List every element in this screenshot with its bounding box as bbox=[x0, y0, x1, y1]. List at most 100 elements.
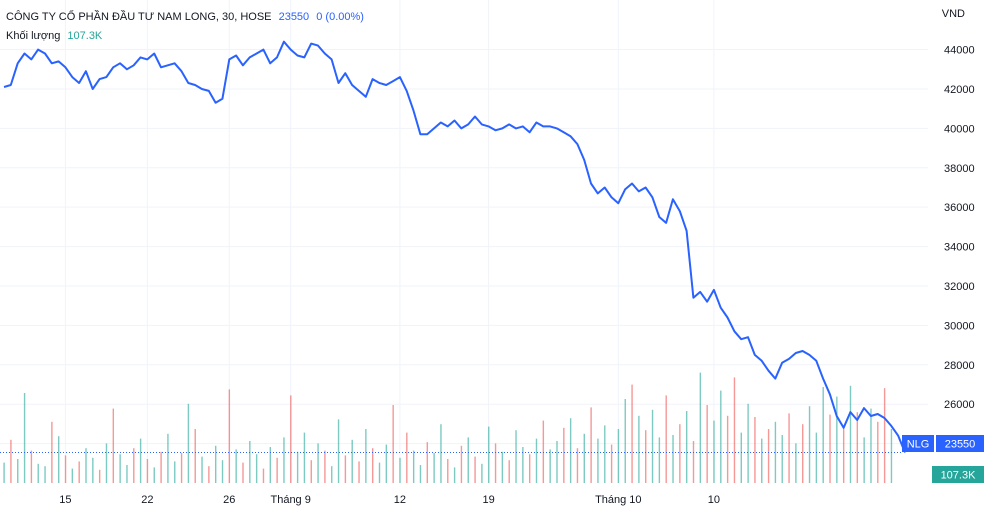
volume-bar bbox=[645, 430, 647, 483]
volume-bar bbox=[447, 459, 449, 483]
y-tick-label: 28000 bbox=[944, 360, 975, 372]
volume-bar bbox=[754, 417, 756, 483]
volume-bar bbox=[385, 444, 388, 483]
volume-bar bbox=[788, 413, 790, 483]
volume-bar bbox=[10, 439, 12, 483]
volume-bar bbox=[23, 393, 26, 483]
volume-bar bbox=[453, 467, 456, 483]
volume-bar bbox=[726, 415, 729, 483]
volume-bar bbox=[699, 372, 702, 483]
volume-bar bbox=[528, 454, 531, 483]
legend-row-price: CÔNG TY CỔ PHẦN ĐẦU TƯ NAM LONG, 30, HOS… bbox=[6, 8, 368, 27]
volume-bar bbox=[201, 456, 203, 483]
volume-bar bbox=[378, 462, 381, 483]
volume-bar bbox=[604, 425, 606, 483]
volume-bar bbox=[194, 429, 196, 483]
volume-bar bbox=[795, 443, 797, 483]
volume-bar bbox=[638, 415, 640, 483]
volume-bar bbox=[324, 450, 326, 483]
volume-bar bbox=[651, 409, 654, 483]
volume-bar bbox=[576, 448, 579, 483]
volume-bar bbox=[508, 460, 510, 483]
volume-bar bbox=[167, 433, 169, 483]
volume-bar bbox=[808, 406, 811, 483]
volume-bar bbox=[92, 457, 94, 483]
x-tick-label: 22 bbox=[141, 494, 153, 506]
volume-bar bbox=[692, 441, 695, 483]
volume-bar bbox=[30, 450, 33, 483]
volume-bar bbox=[460, 445, 463, 483]
volume-bar bbox=[283, 437, 285, 483]
volume-bar bbox=[488, 426, 490, 483]
volume-bar bbox=[296, 451, 299, 483]
volume-bar bbox=[160, 451, 162, 483]
x-tick-label: 26 bbox=[223, 494, 235, 506]
volume-bar bbox=[870, 408, 872, 483]
x-tick-label: 19 bbox=[483, 494, 495, 506]
price-line-layer bbox=[0, 40, 906, 453]
volume-bar bbox=[119, 454, 121, 483]
volume-bar bbox=[317, 443, 319, 483]
volume-bar bbox=[139, 438, 142, 483]
volume-bar bbox=[802, 424, 804, 483]
volume-bar bbox=[85, 448, 87, 483]
volume-bar bbox=[208, 466, 210, 483]
price-badges: NLG 23550 107.3K bbox=[902, 435, 984, 483]
volume-bar bbox=[522, 447, 524, 483]
x-tick-label: 12 bbox=[394, 494, 406, 506]
volume-bar bbox=[863, 437, 865, 483]
volume-bar bbox=[174, 461, 176, 483]
volume-bar bbox=[706, 405, 708, 483]
volume-bar bbox=[276, 457, 278, 483]
volume-bar bbox=[740, 432, 742, 483]
volume-value: 107.3K bbox=[67, 30, 103, 42]
volume-bar bbox=[720, 390, 722, 483]
y-tick-label: 44000 bbox=[944, 45, 975, 57]
volume-bar bbox=[228, 389, 231, 483]
volume-bar bbox=[767, 429, 770, 483]
volume-bar bbox=[64, 455, 67, 483]
volume-bar bbox=[494, 443, 497, 483]
volume-bar bbox=[365, 429, 367, 483]
volume-bar bbox=[426, 442, 428, 483]
volume-bar bbox=[733, 377, 736, 483]
price-badge bbox=[936, 435, 984, 452]
volume-bar bbox=[590, 407, 592, 483]
volume-bar bbox=[597, 438, 599, 483]
volume-label: Khối lượng bbox=[6, 30, 61, 42]
grid bbox=[0, 0, 928, 483]
volume-badge-text: 107.3K bbox=[941, 470, 977, 482]
volume-bar bbox=[610, 444, 613, 483]
volume-bar bbox=[836, 396, 838, 483]
volume-bar bbox=[371, 448, 374, 483]
volume-bar bbox=[467, 437, 469, 483]
volume-bar bbox=[303, 432, 306, 483]
volume-bar bbox=[617, 429, 620, 483]
volume-bar bbox=[269, 447, 272, 483]
volume-bar bbox=[337, 419, 340, 483]
volume-bar bbox=[747, 403, 749, 483]
volume-bar bbox=[883, 388, 886, 483]
volume-bar bbox=[358, 461, 360, 483]
volume-bar bbox=[58, 436, 60, 483]
volume-bar bbox=[153, 467, 155, 483]
y-tick-label: 32000 bbox=[944, 281, 975, 293]
volume-bar bbox=[679, 424, 681, 483]
chart-legend: CÔNG TY CỔ PHẦN ĐẦU TƯ NAM LONG, 30, HOS… bbox=[6, 8, 368, 46]
volume-bar bbox=[440, 424, 442, 483]
volume-bar bbox=[890, 429, 893, 483]
volume-bar bbox=[842, 427, 845, 483]
volume-bar bbox=[37, 463, 39, 483]
volume-bar bbox=[249, 441, 251, 483]
volume-bar bbox=[631, 384, 633, 483]
volume-bar bbox=[126, 465, 128, 483]
symbol-badge-text: NLG bbox=[907, 439, 930, 451]
volume-bar bbox=[563, 427, 565, 483]
volume-bar bbox=[515, 430, 517, 483]
volume-bar bbox=[344, 455, 347, 483]
volume-bar bbox=[556, 441, 558, 483]
y-axis: 2400026000280003000032000340003600038000… bbox=[944, 45, 975, 451]
volume-bar bbox=[3, 462, 5, 483]
